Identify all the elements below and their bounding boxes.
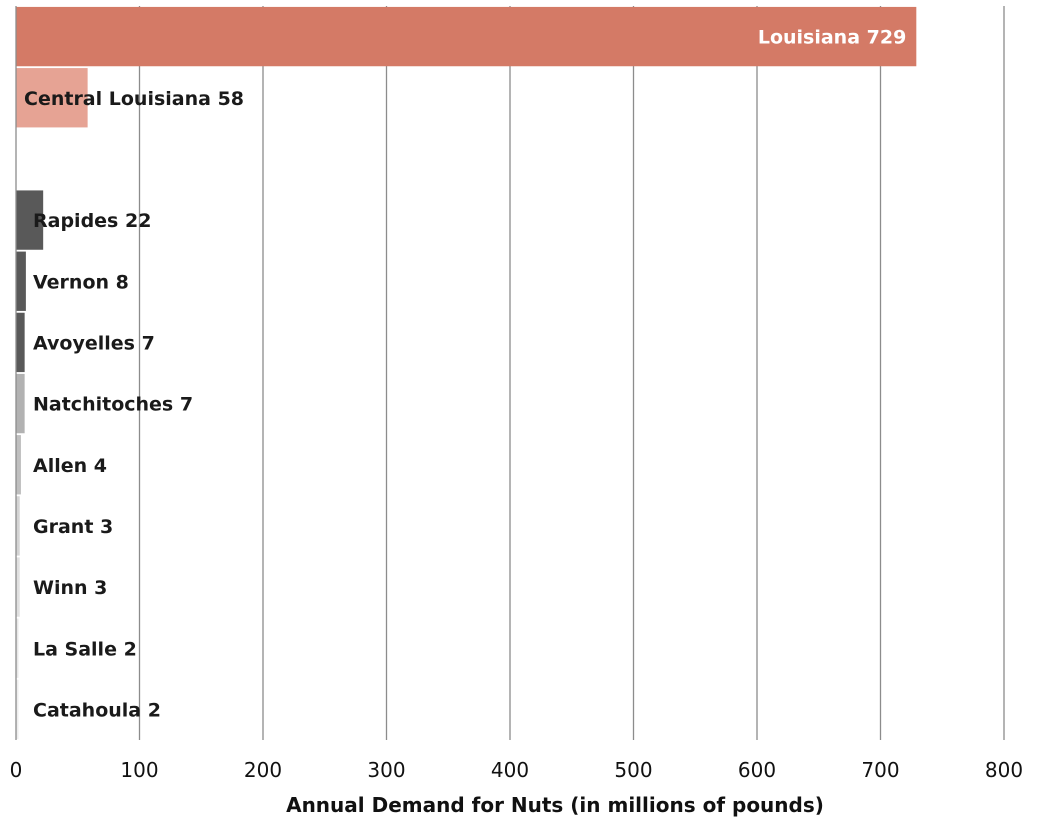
bar-grant — [16, 496, 20, 556]
bar-label: Allen 4 — [33, 455, 107, 477]
x-tick-label-800: 800 — [985, 758, 1023, 782]
bar-avoyelles — [16, 312, 25, 373]
x-tick-label-300: 300 — [367, 758, 405, 782]
bar-label: Avoyelles 7 — [33, 332, 155, 354]
x-tick-label-100: 100 — [120, 758, 158, 782]
x-tick-label-600: 600 — [738, 758, 776, 782]
bar-la-salle — [16, 618, 19, 678]
bar-label: Rapides 22 — [33, 210, 151, 232]
x-tick-label-200: 200 — [244, 758, 282, 782]
bar-louisiana — [16, 6, 917, 67]
bar-central-louisiana — [16, 68, 88, 128]
x-tick-label-500: 500 — [614, 758, 652, 782]
bar-winn — [16, 557, 20, 617]
bar-label: Louisiana 729 — [758, 27, 906, 49]
bar-label: Central Louisiana 58 — [24, 88, 244, 110]
bar-label: Catahoula 2 — [33, 699, 161, 721]
x-tick-label-400: 400 — [491, 758, 529, 782]
gridlines — [138, 6, 1005, 740]
bar-label: Winn 3 — [33, 577, 107, 599]
bar-rapides — [16, 190, 44, 250]
bar-label: Vernon 8 — [33, 271, 129, 293]
x-tick-label-700: 700 — [861, 758, 899, 782]
bar-natchitoches — [16, 373, 25, 434]
x-axis-title: Annual Demand for Nuts (in millions of p… — [286, 793, 824, 817]
bar-allen — [16, 435, 21, 495]
bar-vernon — [16, 251, 26, 311]
bar-label: La Salle 2 — [33, 638, 137, 660]
bar-labels: Louisiana 729 Central Louisiana 58 Rapides… — [24, 27, 906, 722]
bar-label: Natchitoches 7 — [33, 394, 193, 416]
x-axis-ticks: 0 100 200 300 400 500 600 700 800 — [10, 758, 1023, 782]
bar-catahoula — [16, 679, 19, 740]
bars — [16, 6, 917, 740]
bar-label: Grant 3 — [33, 516, 113, 538]
x-tick-label-0: 0 — [10, 758, 23, 782]
